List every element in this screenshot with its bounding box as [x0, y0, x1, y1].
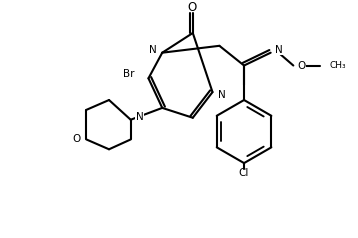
Text: CH₃: CH₃ [330, 61, 347, 70]
Text: N: N [149, 45, 156, 55]
Text: O: O [187, 1, 197, 14]
Text: O: O [297, 60, 305, 70]
Text: N: N [136, 112, 144, 122]
Text: N: N [218, 90, 226, 100]
Text: N: N [275, 45, 282, 55]
Text: Br: Br [123, 69, 135, 79]
Text: Cl: Cl [239, 168, 249, 178]
Text: O: O [72, 134, 81, 144]
